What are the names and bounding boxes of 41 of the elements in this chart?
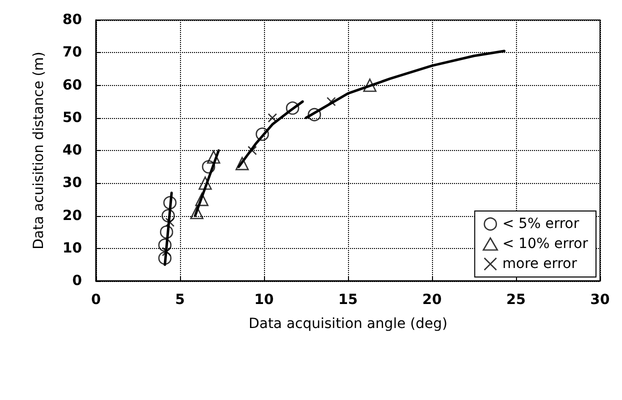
x-axis-title: Data acquisition angle (deg) — [248, 316, 448, 332]
point — [206, 150, 220, 164]
point — [308, 108, 322, 122]
y-tick-label: 70 — [62, 44, 82, 61]
y-tick-label: 30 — [62, 175, 82, 192]
point — [286, 101, 300, 115]
x-tick-label: 0 — [91, 292, 102, 308]
y-axis-title: Data acuisition distance (m) — [31, 52, 47, 250]
y-tick-label: 10 — [62, 240, 82, 256]
point — [202, 160, 216, 174]
y-tick-label: 80 — [62, 12, 82, 28]
legend-label: < 5% error — [502, 216, 580, 232]
point — [160, 225, 174, 239]
point — [158, 238, 172, 252]
point — [268, 113, 278, 123]
point — [326, 96, 336, 106]
point — [162, 209, 175, 222]
y-tick-label: 50 — [62, 110, 82, 126]
point — [162, 246, 172, 256]
point — [195, 192, 208, 206]
point — [158, 252, 172, 265]
point — [363, 78, 376, 92]
point — [236, 156, 249, 170]
legend-label: < 10% error — [502, 236, 588, 252]
point — [190, 206, 204, 220]
y-tick-label: 20 — [62, 208, 82, 224]
legend-label: more error — [502, 256, 578, 272]
x-tick-label: 5 — [175, 292, 185, 308]
y-tick-label: 40 — [62, 142, 82, 158]
x-tick-label: 15 — [338, 292, 358, 308]
point — [163, 196, 177, 210]
point — [165, 218, 175, 227]
point — [198, 176, 212, 190]
point — [256, 128, 269, 141]
x-tick-label: 25 — [506, 292, 526, 308]
point — [248, 146, 257, 156]
x-tick-label: 20 — [422, 292, 442, 308]
y-tick-label: 60 — [62, 77, 82, 94]
x-tick-label: 30 — [590, 292, 610, 308]
x-tick-label: 10 — [254, 292, 274, 308]
y-tick-label: 0 — [72, 273, 82, 289]
